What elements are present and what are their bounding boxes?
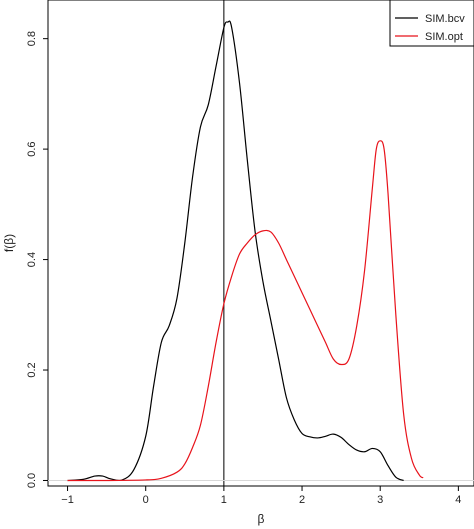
series-line-sim-bcv (67, 20, 404, 482)
series-line-sim-opt (67, 140, 424, 482)
y-tick-label: 0.0 (26, 473, 38, 488)
legend-box (389, 0, 474, 47)
x-tick-label: 3 (377, 494, 383, 506)
y-tick-label: 0.4 (26, 252, 38, 267)
legend: SIM.bcv SIM.opt (389, 0, 474, 47)
x-tick-label: 1 (221, 494, 227, 506)
y-tick-label: 0.2 (26, 362, 38, 377)
x-tick-label: 0 (143, 494, 149, 506)
series-layer (67, 20, 424, 482)
reference-lines (48, 0, 474, 486)
x-tick-label: −1 (61, 494, 74, 506)
y-tick-label: 0.8 (26, 31, 38, 46)
legend-label-sim-opt: SIM.opt (425, 31, 463, 43)
x-axis: −1 0 1 2 3 4 (61, 486, 461, 506)
x-axis-label: β (258, 512, 265, 526)
y-axis: 0.0 0.2 0.4 0.6 0.8 (26, 31, 48, 488)
legend-label-sim-bcv: SIM.bcv (425, 13, 465, 25)
x-tick-label: 2 (299, 494, 305, 506)
y-axis-label: f(β) (2, 234, 16, 252)
y-tick-label: 0.6 (26, 141, 38, 156)
plot-frame (47, 0, 474, 487)
x-tick-label: 4 (455, 494, 461, 506)
